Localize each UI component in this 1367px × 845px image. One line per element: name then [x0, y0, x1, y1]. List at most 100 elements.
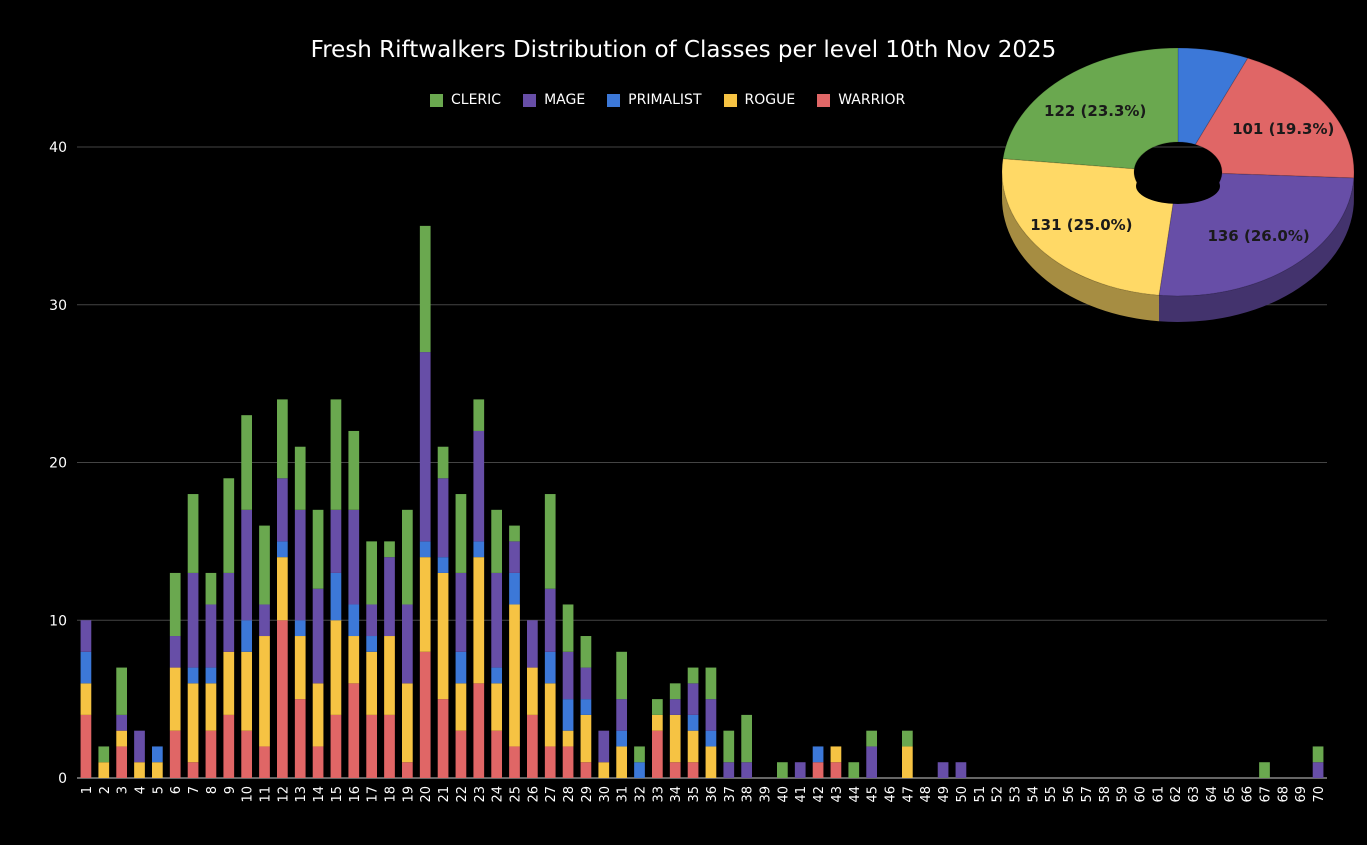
bar-rogue-25[interactable] [509, 604, 520, 747]
bar-rogue-27[interactable] [544, 683, 556, 747]
bar-mage-24[interactable] [491, 572, 502, 668]
bar-mage-13[interactable] [294, 509, 306, 621]
bar-mage-20[interactable] [419, 352, 431, 542]
bar-mage-22[interactable] [455, 572, 467, 652]
bar-mage-23[interactable] [473, 430, 485, 542]
bar-cleric-38[interactable] [741, 714, 752, 763]
bar-mage-45[interactable] [866, 746, 877, 778]
bar-rogue-23[interactable] [473, 557, 485, 684]
bar-mage-30[interactable] [598, 730, 610, 763]
bar-rogue-7[interactable] [187, 683, 199, 763]
bar-rogue-13[interactable] [294, 636, 306, 700]
bar-warrior-13[interactable] [294, 699, 306, 778]
bar-rogue-8[interactable] [205, 683, 217, 731]
bar-warrior-33[interactable] [652, 730, 663, 778]
bar-warrior-8[interactable] [205, 730, 217, 778]
bar-warrior-34[interactable] [669, 762, 681, 778]
bar-primalist-10[interactable] [241, 620, 252, 652]
bar-cleric-22[interactable] [455, 494, 467, 573]
bar-primalist-16[interactable] [348, 604, 360, 637]
bar-rogue-5[interactable] [152, 762, 163, 778]
bar-cleric-33[interactable] [652, 699, 663, 715]
bar-warrior-27[interactable] [544, 746, 556, 778]
bar-cleric-29[interactable] [580, 636, 592, 668]
bar-rogue-43[interactable] [830, 746, 842, 763]
bar-cleric-31[interactable] [616, 651, 627, 700]
bar-warrior-14[interactable] [312, 746, 324, 778]
bar-cleric-24[interactable] [491, 509, 502, 573]
bar-primalist-17[interactable] [366, 636, 377, 652]
bar-cleric-67[interactable] [1259, 762, 1270, 778]
bar-mage-9[interactable] [223, 572, 235, 652]
pie-slice-cleric[interactable] [1002, 47, 1179, 170]
bar-primalist-23[interactable] [473, 541, 485, 558]
bar-rogue-33[interactable] [652, 714, 663, 731]
bar-cleric-40[interactable] [777, 762, 788, 778]
bar-warrior-21[interactable] [437, 699, 449, 778]
bar-mage-26[interactable] [527, 620, 538, 668]
bar-mage-25[interactable] [509, 541, 520, 573]
bar-mage-11[interactable] [259, 604, 270, 637]
bar-warrior-23[interactable] [473, 683, 485, 778]
bar-rogue-15[interactable] [330, 620, 342, 715]
pie-slice-primalist[interactable] [1177, 47, 1249, 146]
bar-warrior-29[interactable] [580, 762, 592, 778]
bar-primalist-15[interactable] [330, 572, 342, 621]
bar-cleric-14[interactable] [312, 509, 324, 589]
bar-mage-8[interactable] [205, 604, 217, 668]
bar-cleric-36[interactable] [705, 667, 717, 700]
bar-warrior-7[interactable] [187, 762, 199, 778]
bar-cleric-19[interactable] [402, 509, 413, 605]
bar-warrior-35[interactable] [687, 762, 699, 778]
bar-rogue-3[interactable] [116, 730, 127, 747]
bar-mage-37[interactable] [723, 762, 735, 778]
legend-item-rogue[interactable]: ROGUE [723, 92, 795, 108]
legend-item-warrior[interactable]: WARRIOR [817, 92, 905, 108]
bar-rogue-31[interactable] [616, 746, 627, 778]
bar-rogue-17[interactable] [366, 651, 377, 715]
bar-mage-15[interactable] [330, 509, 342, 573]
bar-rogue-1[interactable] [80, 683, 92, 715]
bar-cleric-3[interactable] [116, 667, 127, 715]
bar-warrior-17[interactable] [366, 714, 377, 778]
bar-primalist-8[interactable] [205, 667, 217, 684]
bar-mage-12[interactable] [277, 478, 288, 542]
bar-cleric-18[interactable] [384, 541, 395, 558]
bar-cleric-13[interactable] [294, 446, 306, 510]
bar-mage-28[interactable] [562, 651, 574, 700]
bar-cleric-8[interactable] [205, 572, 217, 605]
bar-primalist-12[interactable] [277, 541, 288, 558]
bar-primalist-20[interactable] [419, 541, 431, 558]
bar-warrior-24[interactable] [491, 730, 502, 778]
bar-rogue-36[interactable] [705, 746, 717, 778]
bar-cleric-11[interactable] [259, 525, 270, 605]
bar-cleric-15[interactable] [330, 399, 342, 510]
bar-rogue-10[interactable] [241, 651, 252, 731]
bar-mage-14[interactable] [312, 588, 324, 684]
bar-rogue-20[interactable] [419, 557, 431, 652]
bar-mage-38[interactable] [741, 762, 752, 778]
bar-mage-31[interactable] [616, 699, 627, 731]
bar-primalist-29[interactable] [580, 699, 592, 715]
legend-item-cleric[interactable]: CLERIC [430, 92, 501, 108]
bar-cleric-70[interactable] [1312, 746, 1324, 763]
bar-mage-21[interactable] [437, 478, 449, 558]
bar-mage-50[interactable] [955, 762, 967, 778]
bar-cleric-27[interactable] [544, 494, 556, 589]
bar-cleric-37[interactable] [723, 730, 735, 763]
bar-warrior-22[interactable] [455, 730, 467, 778]
bar-cleric-32[interactable] [634, 746, 645, 763]
bar-warrior-11[interactable] [259, 746, 270, 778]
bar-mage-19[interactable] [402, 604, 413, 684]
bar-mage-16[interactable] [348, 509, 360, 605]
bar-primalist-5[interactable] [152, 746, 163, 763]
bar-cleric-25[interactable] [509, 525, 520, 542]
bar-warrior-43[interactable] [830, 762, 842, 778]
bar-primalist-1[interactable] [80, 651, 92, 684]
bar-cleric-21[interactable] [437, 446, 449, 479]
bar-rogue-2[interactable] [98, 762, 110, 778]
bar-mage-3[interactable] [116, 714, 127, 731]
bar-warrior-3[interactable] [116, 746, 127, 778]
bar-rogue-19[interactable] [402, 683, 413, 763]
bar-mage-4[interactable] [134, 730, 145, 763]
